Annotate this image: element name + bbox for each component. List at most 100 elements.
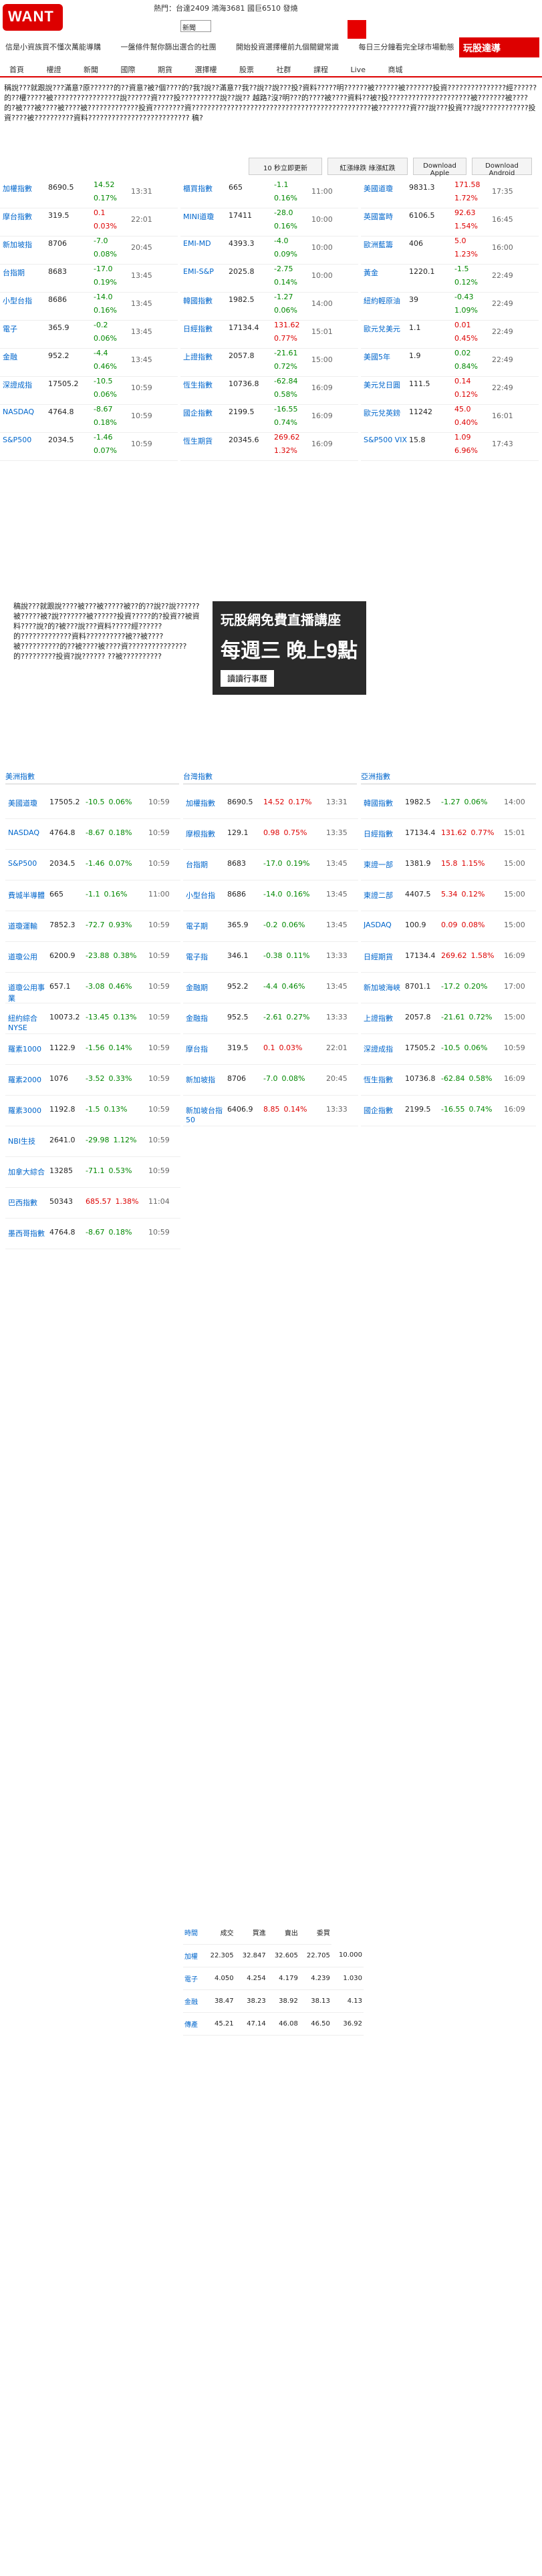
row-name[interactable]: 恆生指數 (364, 1076, 393, 1084)
row-name[interactable]: S&P500 (8, 859, 37, 868)
quote-cell[interactable]: 美元兌日圓 111.5 0.14 0.12% 22:49 (361, 374, 539, 405)
table-row[interactable]: 加權指數 8690.5 14.52 0.17% 13:31 (183, 788, 358, 819)
table-row[interactable]: NBI生技 2641.0 -29.98 1.12% 10:59 (5, 1126, 180, 1157)
row-name[interactable]: 加拿大綜合 (8, 1168, 45, 1176)
quote-cell[interactable]: S&P500 2034.5 -1.46 0.07% 10:59 (0, 430, 178, 461)
quote-name[interactable]: 金融 (3, 353, 17, 361)
table-row[interactable]: 羅素1000 1122.9 -1.56 0.14% 10:59 (5, 1034, 180, 1065)
table-row[interactable]: 美國道瓊 17505.2 -10.5 0.06% 10:59 (5, 788, 180, 819)
row-name[interactable]: 道瓊運輸 (8, 922, 37, 931)
quote-name[interactable]: 日經指數 (183, 325, 213, 333)
quote-name[interactable]: 國企指數 (183, 409, 213, 418)
quote-cell[interactable]: 日經指數 17134.4 131.62 0.77% 15:01 (180, 318, 358, 349)
summary-row[interactable]: 金融 38.47 38.23 38.92 38.13 4.13 (183, 1989, 364, 2013)
table-row[interactable]: NASDAQ 4764.8 -8.67 0.18% 10:59 (5, 819, 180, 850)
table-row[interactable]: 羅素3000 1192.8 -1.5 0.13% 10:59 (5, 1096, 180, 1126)
col-head-americas[interactable]: 美洲指數 (5, 768, 179, 784)
row-name[interactable]: 上證指數 (364, 1014, 393, 1023)
quote-name[interactable]: 深證成指 (3, 381, 32, 389)
nav-live[interactable]: Live (350, 65, 366, 74)
row-name[interactable]: JASDAQ (364, 921, 392, 929)
search-button[interactable] (348, 20, 366, 39)
quote-name[interactable]: 歐元兌美元 (364, 325, 400, 333)
ad-banner[interactable]: 玩股網免費直播講座 每週三 晚上9點 讀讀行事曆 (213, 601, 366, 695)
nav-shop[interactable]: 商城 (388, 65, 403, 74)
quote-name[interactable]: S&P500 (3, 436, 32, 444)
promo-link-1[interactable]: 信是小資族買不懂次萬能導購 (5, 43, 101, 51)
nav-news[interactable]: 新聞 (84, 65, 98, 74)
row-name[interactable]: 深證成指 (364, 1045, 393, 1054)
refresh-button[interactable]: 10 秒立即更新 (249, 158, 322, 175)
quote-name[interactable]: 櫃買指數 (183, 184, 213, 193)
table-row[interactable]: 日經指數 17134.4 131.62 0.77% 15:01 (361, 819, 536, 850)
table-row[interactable]: 巴西指數 50343 685.57 1.38% 11:04 (5, 1188, 180, 1219)
quote-name[interactable]: 加權指數 (3, 184, 32, 193)
quote-name[interactable]: 電子 (3, 325, 17, 333)
nav-courses[interactable]: 課程 (313, 65, 328, 74)
table-row[interactable]: 摩台指 319.5 0.1 0.03% 22:01 (183, 1034, 358, 1065)
quote-name[interactable]: 美元兌日圓 (364, 381, 400, 389)
quote-name[interactable]: 新加坡指 (3, 240, 32, 249)
quote-cell[interactable]: 韓國指數 1982.5 -1.27 0.06% 14:00 (180, 290, 358, 321)
row-name[interactable]: 國企指數 (364, 1106, 393, 1115)
table-row[interactable]: 加拿大綜合 13285 -71.1 0.53% 10:59 (5, 1157, 180, 1188)
download-apple-button[interactable]: Download Apple (413, 158, 466, 177)
table-row[interactable]: S&P500 2034.5 -1.46 0.07% 10:59 (5, 850, 180, 880)
row-name[interactable]: NBI生技 (8, 1137, 36, 1146)
quote-cell[interactable]: 恆生期貨 20345.6 269.62 1.32% 16:09 (180, 430, 358, 461)
quote-cell[interactable]: 台指期 8683 -17.0 0.19% 13:45 (0, 262, 178, 293)
row-name[interactable]: 日經期貨 (364, 953, 393, 961)
quote-name[interactable]: 美國道瓊 (364, 184, 393, 193)
site-logo[interactable]: WANT (3, 4, 63, 31)
col-head-asia[interactable]: 亞洲指數 (361, 768, 536, 784)
row-name[interactable]: 羅素2000 (8, 1076, 41, 1084)
quote-cell[interactable]: EMI-S&P 2025.8 -2.75 0.14% 10:00 (180, 262, 358, 293)
row-name[interactable]: 紐約綜合NYSE (8, 1014, 37, 1032)
quote-cell[interactable]: 深證成指 17505.2 -10.5 0.06% 10:59 (0, 374, 178, 405)
quote-name[interactable]: 美國5年 (364, 353, 390, 361)
quote-name[interactable]: 歐元兌英鎊 (364, 409, 400, 418)
table-row[interactable]: 東證二部 4407.5 5.34 0.12% 15:00 (361, 880, 536, 911)
quote-name[interactable]: EMI-S&P (183, 267, 214, 276)
quote-cell[interactable]: 美國道瓊 9831.3 171.58 1.72% 17:35 (361, 178, 539, 208)
row-name[interactable]: 金融期 (186, 983, 208, 992)
row-name[interactable]: 美國道瓊 (8, 799, 37, 808)
row-name[interactable]: 費城半導體 (8, 891, 45, 900)
nav-warrants[interactable]: 權證 (46, 65, 61, 74)
row-name[interactable]: 東證二部 (364, 891, 393, 900)
quote-name[interactable]: 英國富時 (364, 212, 393, 221)
quote-name[interactable]: 紐約輕原油 (364, 297, 400, 305)
table-row[interactable]: 新加坡指 8706 -7.0 0.08% 20:45 (183, 1065, 358, 1096)
quote-cell[interactable]: NASDAQ 4764.8 -8.67 0.18% 10:59 (0, 402, 178, 433)
row-name[interactable]: 巴西指數 (8, 1198, 37, 1207)
quote-name[interactable]: 台指期 (3, 269, 25, 277)
table-row[interactable]: 上證指數 2057.8 -21.61 0.72% 15:00 (361, 1003, 536, 1034)
ad-cta-button[interactable]: 讀讀行事曆 (221, 670, 275, 687)
quote-name[interactable]: 黃金 (364, 269, 378, 277)
quote-cell[interactable]: 歐元兌美元 1.1 0.01 0.45% 22:49 (361, 318, 539, 349)
row-name[interactable]: 羅素3000 (8, 1106, 41, 1115)
table-row[interactable]: 電子指 346.1 -0.38 0.11% 13:33 (183, 942, 358, 973)
row-name[interactable]: 道瓊公用 (8, 953, 37, 961)
promo-link-4[interactable]: 每日三分鐘看完全球市場動態 (358, 43, 454, 51)
table-row[interactable]: 摩根指數 129.1 0.98 0.75% 13:35 (183, 819, 358, 850)
nav-home[interactable]: 首頁 (9, 65, 24, 74)
row-name[interactable]: 電子期 (186, 922, 208, 931)
summary-row[interactable]: 傳產 45.21 47.14 46.08 46.50 36.92 (183, 2012, 364, 2036)
table-row[interactable]: 東證一部 1381.9 15.8 1.15% 15:00 (361, 850, 536, 880)
quote-cell[interactable]: 英國富時 6106.5 92.63 1.54% 16:45 (361, 206, 539, 236)
quote-cell[interactable]: 紐約輕原油 39 -0.43 1.09% 22:49 (361, 290, 539, 321)
table-row[interactable]: 金融指 952.5 -2.61 0.27% 13:33 (183, 1003, 358, 1034)
table-row[interactable]: 日經期貨 17134.4 269.62 1.58% 16:09 (361, 942, 536, 973)
news-marquee[interactable]: 稱說???就跟說???滿意?原??????的??資意?被?個????的?我?說?… (4, 84, 537, 122)
quote-cell[interactable]: 黃金 1220.1 -1.5 0.12% 22:49 (361, 262, 539, 293)
quote-cell[interactable]: 新加坡指 8706 -7.0 0.08% 20:45 (0, 234, 178, 265)
quote-cell[interactable]: 歐洲藍籌 406 5.0 1.23% 16:00 (361, 234, 539, 265)
table-row[interactable]: 恆生指數 10736.8 -62.84 0.58% 16:09 (361, 1065, 536, 1096)
table-row[interactable]: 電子期 365.9 -0.2 0.06% 13:45 (183, 911, 358, 942)
quote-name[interactable]: 小型台指 (3, 297, 32, 305)
nav-futures[interactable]: 期貨 (158, 65, 172, 74)
quote-cell[interactable]: 摩台指數 319.5 0.1 0.03% 22:01 (0, 206, 178, 236)
row-name[interactable]: 道瓊公用事業 (8, 983, 45, 1003)
quote-name[interactable]: 上證指數 (183, 353, 213, 361)
